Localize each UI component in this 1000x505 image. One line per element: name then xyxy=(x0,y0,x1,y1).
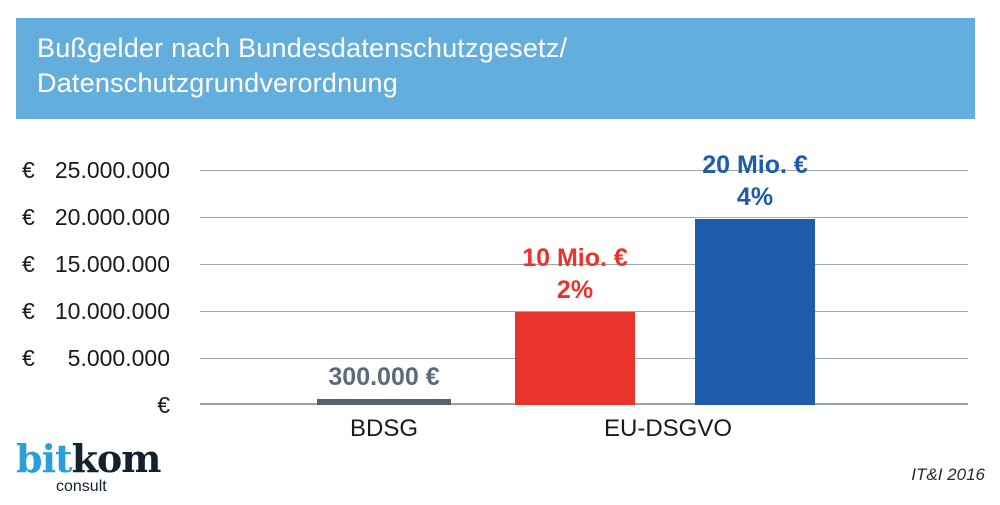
bitkom-consult-logo: bitkom consult xyxy=(16,440,161,495)
y-tick-currency: € xyxy=(22,345,35,371)
gridline-10m xyxy=(200,311,968,312)
amount-label: 10 Mio. € xyxy=(522,244,628,272)
bar-eu-dsgvo-1 xyxy=(515,312,635,405)
y-tick-currency: € xyxy=(22,157,35,183)
y-tick-value: 10.000.000 xyxy=(54,298,170,324)
y-tick-value: 25.000.000 xyxy=(54,157,170,183)
gridline-20m xyxy=(200,217,968,218)
amount-label: 20 Mio. € xyxy=(702,151,808,179)
y-tick-10m: € 10.000.000 xyxy=(22,296,170,326)
y-tick-value: 15.000.000 xyxy=(54,251,170,277)
y-tick-zero: € xyxy=(22,390,170,420)
bar-value-label-2: 20 Mio. € 4% xyxy=(702,149,808,213)
y-tick-currency: € xyxy=(22,204,35,230)
y-tick-5m: € 5.000.000 xyxy=(22,343,170,373)
title-banner: Bußgelder nach Bundesdatenschutzgesetz/ … xyxy=(16,18,975,119)
y-tick-15m: € 15.000.000 xyxy=(22,249,170,279)
chart-title-line2: Datenschutzgrundverordnung xyxy=(37,68,398,98)
percent-label: 2% xyxy=(556,276,594,304)
y-tick-20m: € 20.000.000 xyxy=(22,202,170,232)
y-tick-25m: € 25.000.000 xyxy=(22,155,170,185)
logo-subtext: consult xyxy=(56,478,107,495)
percent-label: 4% xyxy=(736,183,774,211)
y-tick-currency: € xyxy=(22,251,35,277)
y-tick-value: 20.000.000 xyxy=(54,204,170,230)
bar-bdsg-0 xyxy=(317,399,451,405)
bar-value-label-0: 300.000 € xyxy=(328,361,439,393)
gridline-15m xyxy=(200,264,968,265)
y-tick-currency: € xyxy=(22,298,35,324)
chart-title-line1: Bußgelder nach Bundesdatenschutzgesetz/ xyxy=(37,33,568,63)
x-label-eu-dsgvo: EU-DSGVO xyxy=(603,415,733,442)
logo-part-bit: bit xyxy=(16,436,73,481)
amount-label: 300.000 € xyxy=(328,363,440,391)
bar-value-label-1: 10 Mio. € 2% xyxy=(522,242,628,306)
gridline-25m xyxy=(200,170,968,171)
plot-area: BDSG EU-DSGVO 300.000 € 10 Mio. € 2% 20 Mio… xyxy=(200,151,968,442)
logo-wordmark: bitkom xyxy=(16,440,161,478)
y-tick-value: € xyxy=(157,392,170,418)
y-tick-value: 5.000.000 xyxy=(67,345,170,371)
logo-part-kom: kom xyxy=(71,436,162,481)
bar-eu-dsgvo-2 xyxy=(695,219,815,405)
x-label-bdsg: BDSG xyxy=(349,415,419,442)
source-note: IT&I 2016 xyxy=(911,465,985,484)
